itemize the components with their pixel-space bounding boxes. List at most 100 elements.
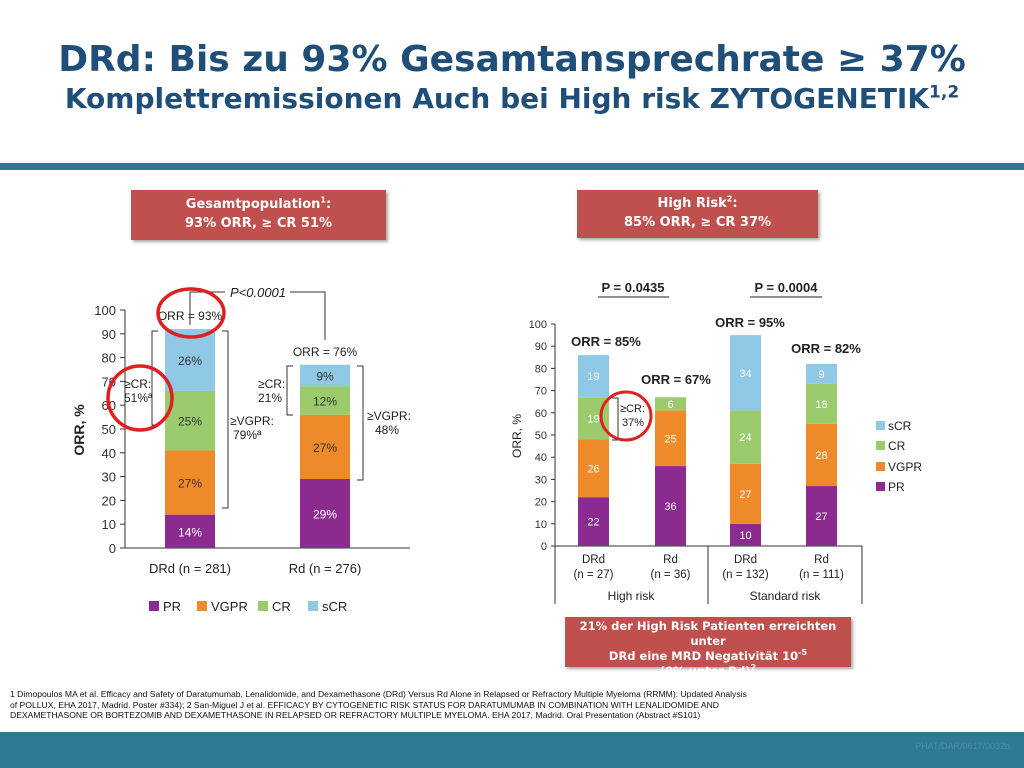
category-label-top: Rd bbox=[814, 554, 829, 566]
title-superscript: 1,2 bbox=[929, 82, 960, 103]
category-label: DRd (n = 281) bbox=[149, 561, 231, 576]
bar-segment-vgpr bbox=[165, 450, 215, 515]
bar-value-label: 9 bbox=[818, 369, 824, 381]
p-bracket-left bbox=[189, 291, 225, 325]
highlight-circle-orr bbox=[156, 287, 226, 339]
y-tick-label: 80 bbox=[535, 363, 547, 375]
cr-label-1: ≥CR: bbox=[620, 403, 645, 415]
legend-swatch-cr bbox=[258, 601, 268, 611]
bar-value-label: 26 bbox=[587, 463, 599, 475]
mrd-line-3: (0% unter Rd)2 bbox=[565, 664, 851, 679]
bar-value-label: 28 bbox=[815, 450, 827, 462]
high-risk-title: High Risk bbox=[657, 196, 727, 211]
bar-value-label: 14% bbox=[178, 525, 202, 539]
orr-label: ORR = 85% bbox=[571, 334, 641, 349]
category-label-top: DRd bbox=[734, 554, 757, 566]
legend-label-pr: PR bbox=[163, 599, 181, 614]
orr-label-rd: ORR = 76% bbox=[293, 345, 358, 359]
group-label-high: High risk bbox=[608, 589, 656, 603]
bar-value-label: 27% bbox=[313, 441, 337, 455]
bar-value-label: 22 bbox=[587, 517, 599, 529]
highlight-circle-cr bbox=[106, 364, 174, 432]
bar-segment-scr bbox=[806, 363, 837, 384]
y-tick-label: 100 bbox=[94, 303, 116, 318]
legend-swatch-pr bbox=[149, 601, 159, 611]
title-line-2: Komplettremissionen Auch bei High risk Z… bbox=[0, 82, 1024, 116]
y-tick-label: 70 bbox=[102, 374, 116, 389]
y-tick-label: 30 bbox=[535, 474, 547, 486]
category-label-top: DRd bbox=[582, 554, 605, 566]
mrd-line-2-sup: -5 bbox=[798, 648, 808, 658]
total-population-box: Gesamtpopulation1: 93% ORR, ≥ CR 51% bbox=[131, 190, 386, 240]
references: 1 Dimopoulos MA et al. Efficacy and Safe… bbox=[10, 689, 747, 721]
total-population-sup: 1 bbox=[320, 195, 326, 205]
legend-swatch-cr bbox=[876, 441, 885, 450]
vgpr-label-rd-2: 48% bbox=[375, 423, 399, 437]
y-axis-label: ORR, % bbox=[510, 414, 524, 458]
legend-label-cr: CR bbox=[888, 439, 906, 453]
category-label-top: Rd bbox=[663, 554, 678, 566]
vgpr-label-drd-2: 79%ª bbox=[233, 428, 262, 442]
bar-value-label: 29% bbox=[313, 507, 337, 521]
bar-value-label: 36 bbox=[664, 501, 676, 513]
y-tick-label: 10 bbox=[102, 517, 116, 532]
bar-value-label: 19 bbox=[587, 371, 599, 383]
total-population-title: Gesamtpopulation bbox=[185, 197, 321, 212]
y-tick-label: 50 bbox=[102, 422, 116, 437]
cr-label-rd-1: ≥CR: bbox=[258, 377, 285, 391]
y-tick-label: 10 bbox=[535, 519, 547, 531]
bar-segment-pr bbox=[655, 466, 686, 546]
category-label-bottom: (n = 132) bbox=[722, 569, 769, 581]
bar-segment-pr bbox=[300, 478, 350, 548]
footer-code: PHAT/DAR/0617/0032b bbox=[915, 741, 1010, 751]
bar-value-label: 9% bbox=[316, 369, 334, 383]
title-divider bbox=[0, 163, 1024, 170]
cr-label-rd-2: 21% bbox=[258, 391, 282, 405]
bar-segment-pr bbox=[730, 523, 761, 546]
y-tick-label: 30 bbox=[102, 470, 116, 485]
high-risk-sup: 2 bbox=[726, 194, 733, 204]
bar-value-label: 18 bbox=[815, 399, 827, 411]
title-line-2-text: Komplettremissionen Auch bei High risk Z… bbox=[64, 81, 930, 115]
y-tick-label: 0 bbox=[109, 541, 116, 556]
bar-value-label: 26% bbox=[178, 354, 202, 368]
legend-label-vgpr: VGPR bbox=[888, 460, 922, 474]
legend-label-vgpr: VGPR bbox=[211, 599, 248, 614]
legend-label-scr: sCR bbox=[322, 599, 347, 614]
bar-segment-vgpr bbox=[806, 423, 837, 487]
bar-value-label: 10 bbox=[739, 530, 751, 542]
bar-value-label: 12% bbox=[313, 394, 337, 408]
total-population-heading: Gesamtpopulation1: bbox=[131, 195, 386, 214]
category-label-bottom: (n = 27) bbox=[574, 569, 614, 581]
y-tick-label: 0 bbox=[541, 541, 547, 553]
p-value-high: P = 0.0435 bbox=[601, 280, 664, 295]
legend-swatch-vgpr bbox=[876, 462, 885, 471]
y-tick-label: 90 bbox=[102, 327, 116, 342]
high-risk-summary: 85% ORR, ≥ CR 37% bbox=[623, 215, 772, 230]
y-tick-label: 100 bbox=[529, 319, 547, 331]
category-label-bottom: (n = 111) bbox=[799, 569, 844, 581]
bar-segment-scr bbox=[165, 329, 215, 391]
bar-value-label: 25 bbox=[664, 433, 676, 445]
bar-value-label: 34 bbox=[739, 368, 751, 380]
y-tick-label: 70 bbox=[535, 386, 547, 398]
orr-label-drd: ORR = 93% bbox=[158, 309, 223, 323]
mrd-negativity-box: 21% der High Risk Patienten erreichten u… bbox=[565, 617, 851, 678]
bar-value-label: 19 bbox=[587, 413, 599, 425]
orr-label: ORR = 67% bbox=[641, 372, 711, 387]
legend-swatch-pr bbox=[876, 482, 885, 491]
p-value-label: P<0.0001 bbox=[230, 285, 286, 300]
bar-value-label: 25% bbox=[178, 415, 202, 429]
bar-segment-scr bbox=[730, 335, 761, 411]
bar-segment-vgpr bbox=[578, 439, 609, 498]
bar-segment-vgpr bbox=[730, 463, 761, 524]
legend-label-pr: PR bbox=[888, 480, 905, 494]
cr-label-2: 37% bbox=[622, 417, 644, 429]
high-risk-box: High Risk2: 85% ORR, ≥ CR 37% bbox=[577, 190, 818, 238]
cr-label-drd-2: 51%ª bbox=[124, 391, 153, 405]
high-risk-heading: High Risk2: bbox=[577, 194, 818, 213]
mrd-line-2-text: DRd eine MRD Negativität 10 bbox=[608, 649, 799, 663]
group-label-standard: Standard risk bbox=[750, 589, 822, 603]
bar-segment-vgpr bbox=[655, 410, 686, 467]
